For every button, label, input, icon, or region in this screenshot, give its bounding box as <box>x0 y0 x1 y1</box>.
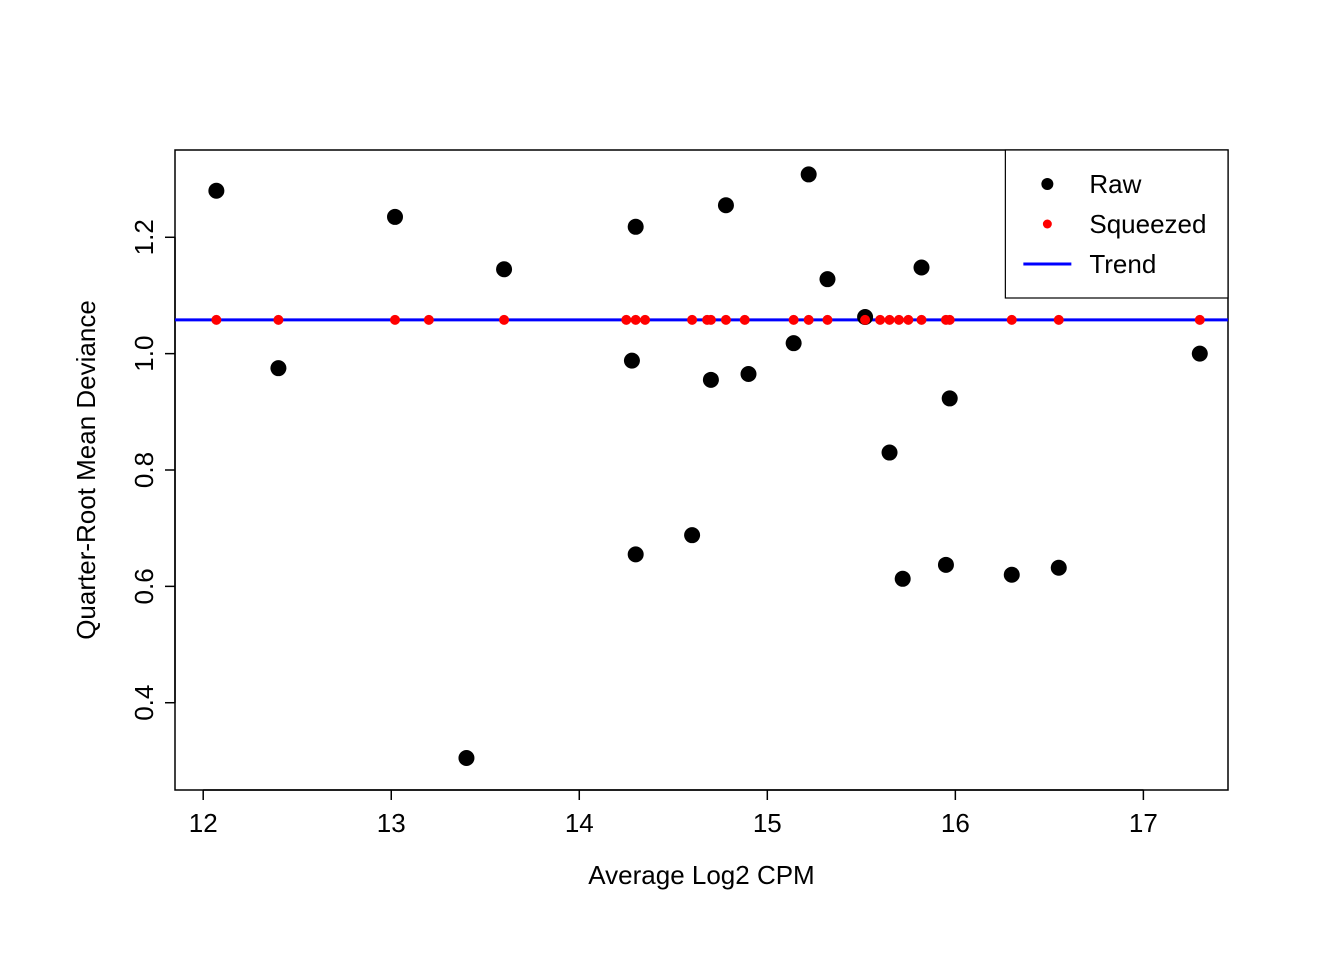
squeezed-point <box>1007 315 1017 325</box>
legend-marker <box>1043 220 1052 229</box>
raw-point <box>801 166 817 182</box>
raw-point <box>1192 346 1208 362</box>
squeezed-point <box>945 315 955 325</box>
raw-point <box>882 445 898 461</box>
y-tick-label: 0.8 <box>129 452 159 488</box>
y-tick-label: 0.4 <box>129 685 159 721</box>
y-axis-label: Quarter-Root Mean Deviance <box>71 300 101 640</box>
chart-stage: 12 13 14 15 16 17 0.4 0.6 0.8 1.0 1.2 Average Log2 … <box>0 0 1344 960</box>
x-tick-label: 13 <box>377 808 406 838</box>
raw-point <box>938 557 954 573</box>
y-tick-label: 1.0 <box>129 336 159 372</box>
x-tick-label: 15 <box>753 808 782 838</box>
raw-point <box>741 366 757 382</box>
squeezed-point <box>822 315 832 325</box>
squeezed-point <box>640 315 650 325</box>
y-tick-label: 0.6 <box>129 568 159 604</box>
raw-point <box>703 372 719 388</box>
raw-point <box>1051 560 1067 576</box>
squeezed-point <box>273 315 283 325</box>
squeezed-point <box>621 315 631 325</box>
legend-marker <box>1041 178 1053 190</box>
raw-point <box>1004 567 1020 583</box>
raw-point <box>496 261 512 277</box>
squeezed-point <box>1054 315 1064 325</box>
squeezed-point <box>721 315 731 325</box>
squeezed-point <box>390 315 400 325</box>
squeezed-point <box>894 315 904 325</box>
squeezed-point <box>687 315 697 325</box>
x-tick-label: 16 <box>941 808 970 838</box>
raw-point <box>684 527 700 543</box>
raw-point <box>942 390 958 406</box>
raw-point <box>458 750 474 766</box>
legend-label: Trend <box>1089 249 1156 279</box>
raw-point <box>208 183 224 199</box>
squeezed-point <box>917 315 927 325</box>
squeezed-point <box>424 315 434 325</box>
squeezed-point <box>740 315 750 325</box>
raw-point <box>628 546 644 562</box>
legend-label: Raw <box>1089 169 1141 199</box>
squeezed-point <box>499 315 509 325</box>
squeezed-point <box>804 315 814 325</box>
squeezed-point <box>903 315 913 325</box>
x-tick-label: 12 <box>189 808 218 838</box>
raw-point <box>270 360 286 376</box>
squeezed-point <box>631 315 641 325</box>
legend-label: Squeezed <box>1089 209 1206 239</box>
raw-point <box>914 260 930 276</box>
squeezed-point <box>1195 315 1205 325</box>
x-axis-label: Average Log2 CPM <box>588 860 814 890</box>
raw-point <box>895 571 911 587</box>
squeezed-point <box>706 315 716 325</box>
squeezed-point <box>860 315 870 325</box>
bcv-plot: 12 13 14 15 16 17 0.4 0.6 0.8 1.0 1.2 Average Log2 … <box>0 0 1344 960</box>
x-tick-label: 17 <box>1129 808 1158 838</box>
raw-point <box>786 335 802 351</box>
x-tick-label: 14 <box>565 808 594 838</box>
raw-point <box>624 353 640 369</box>
raw-point <box>718 197 734 213</box>
squeezed-point <box>789 315 799 325</box>
y-tick-label: 1.2 <box>129 219 159 255</box>
squeezed-point <box>875 315 885 325</box>
raw-point <box>387 209 403 225</box>
raw-point <box>819 271 835 287</box>
squeezed-point <box>885 315 895 325</box>
squeezed-point <box>211 315 221 325</box>
raw-point <box>628 219 644 235</box>
